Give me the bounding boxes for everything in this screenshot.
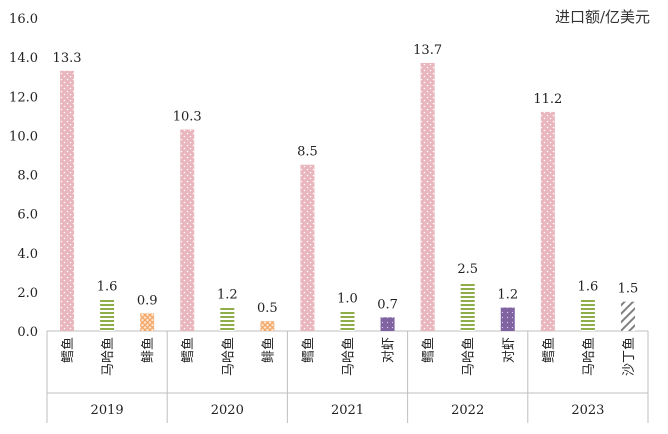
data-label: 1.6 xyxy=(578,280,599,295)
data-label: 1.2 xyxy=(497,288,518,303)
bar-shrimp-2021 xyxy=(380,317,395,331)
category-label: 鳕鱼 xyxy=(421,337,437,363)
bar-salmon-2021 xyxy=(340,311,355,331)
category-label: 鳕鱼 xyxy=(300,337,316,363)
data-label: 13.7 xyxy=(413,43,442,58)
bar-shrimp-2022 xyxy=(500,307,515,331)
category-label: 鲱鱼 xyxy=(260,337,276,363)
data-label: 2.5 xyxy=(457,262,478,277)
year-label: 2023 xyxy=(571,403,604,418)
year-label: 2019 xyxy=(91,403,124,418)
data-label: 1.0 xyxy=(337,291,358,306)
category-label: 对虾 xyxy=(502,337,517,363)
data-label: 0.9 xyxy=(137,293,158,308)
bar-cod-2019 xyxy=(60,70,75,331)
category-label: 马哈鱼 xyxy=(100,337,116,376)
axes: 0.0 2.0 4.0 6.0 8.0 10.0 12.0 14.0 16.0 xyxy=(9,12,649,423)
category-label: 马哈鱼 xyxy=(220,337,236,376)
y-tick-label: 0.0 xyxy=(17,325,38,340)
year-label: 2020 xyxy=(211,403,244,418)
category-label: 马哈鱼 xyxy=(581,337,597,376)
y-tick-label: 12.0 xyxy=(9,90,38,105)
data-label: 1.6 xyxy=(97,280,118,295)
data-label: 10.3 xyxy=(173,110,202,125)
y-tick-label: 2.0 xyxy=(17,286,38,301)
y-tick-label: 14.0 xyxy=(9,51,38,66)
category-label: 鳕鱼 xyxy=(541,337,557,363)
year-label: 2021 xyxy=(331,403,364,418)
y-tick-label: 16.0 xyxy=(9,12,38,27)
bar-herring-2020 xyxy=(260,321,275,331)
year-label: 2022 xyxy=(451,403,484,418)
bars xyxy=(60,62,635,332)
y-tick-label: 4.0 xyxy=(17,247,38,262)
data-label: 0.5 xyxy=(257,301,278,316)
bar-salmon-2019 xyxy=(100,299,115,331)
bar-cod-2023 xyxy=(540,111,555,332)
bar-cod-2021 xyxy=(300,164,315,331)
y-tick-label: 8.0 xyxy=(17,169,38,184)
category-label: 鳕鱼 xyxy=(60,337,76,363)
category-label: 马哈鱼 xyxy=(341,337,357,376)
data-label: 0.7 xyxy=(377,297,398,312)
y-tick-label: 10.0 xyxy=(9,129,38,144)
data-label: 13.3 xyxy=(53,51,82,66)
category-label: 沙丁鱼 xyxy=(621,337,637,376)
data-label: 1.2 xyxy=(217,288,238,303)
data-label: 11.2 xyxy=(533,92,562,107)
category-label: 对虾 xyxy=(382,337,397,363)
bar-salmon-2023 xyxy=(580,299,595,331)
bar-cod-2022 xyxy=(420,62,435,332)
y-tick-label: 6.0 xyxy=(17,208,38,223)
category-label: 鲱鱼 xyxy=(140,337,156,363)
data-label: 1.5 xyxy=(618,282,639,297)
bar-salmon-2022 xyxy=(460,282,475,331)
bar-salmon-2020 xyxy=(220,307,235,331)
bar-cod-2020 xyxy=(180,129,195,331)
category-label: 马哈鱼 xyxy=(461,337,477,376)
unit-label: 进口额/亿美元 xyxy=(554,8,650,26)
category-label: 鳕鱼 xyxy=(180,337,196,363)
bar-sardine-2023 xyxy=(620,301,635,331)
bar-herring-2019 xyxy=(140,313,155,331)
data-labels: 2019 13.3 鳕鱼 1.6 马哈鱼 0.9 鲱鱼 2020 10.3 鳕鱼 1.2 马哈鱼 0.5… xyxy=(53,43,639,418)
data-label: 8.5 xyxy=(297,145,318,160)
